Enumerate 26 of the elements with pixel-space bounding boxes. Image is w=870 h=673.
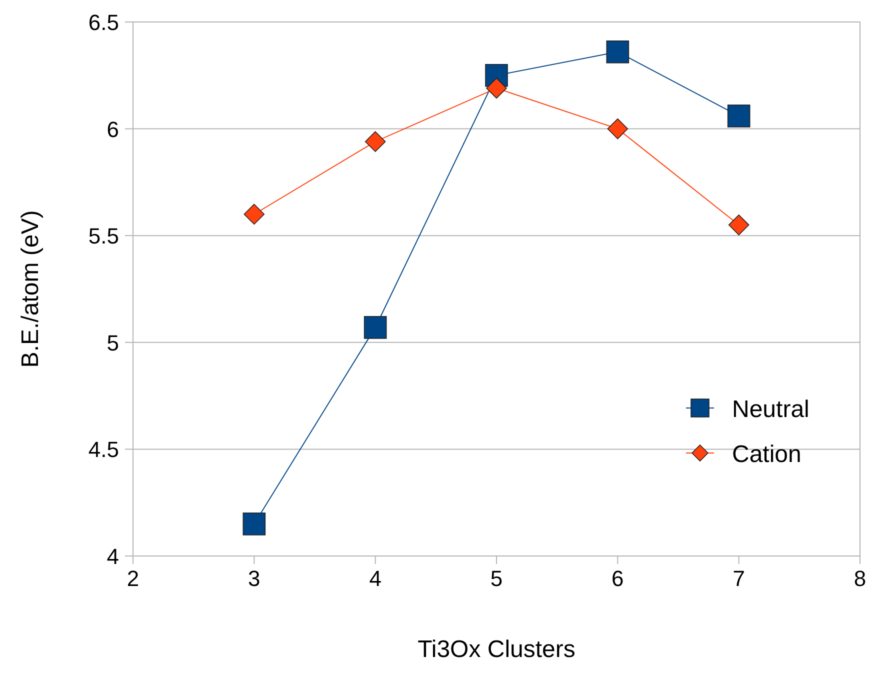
point — [727, 104, 750, 128]
point — [242, 512, 266, 536]
x-tick-label: 8 — [854, 566, 866, 591]
x-tick-label: 2 — [126, 566, 140, 591]
x-tick-label: 4 — [369, 566, 382, 591]
x-tick-label: 5 — [490, 566, 503, 591]
y-tick-label: 5.5 — [88, 224, 119, 249]
point — [606, 40, 630, 64]
x-tick-label: 6 — [612, 566, 624, 591]
point — [364, 131, 386, 152]
y-tick-label: 6 — [106, 116, 119, 142]
legend-label: Cation — [732, 441, 802, 468]
y-axis-title: B.E./atom (eV) — [17, 210, 44, 368]
y-tick-label: 5 — [106, 330, 119, 356]
y-tick-label: 4.5 — [88, 437, 119, 462]
x-tick-label: 7 — [732, 566, 745, 591]
x-tick-label: 3 — [248, 566, 260, 591]
y-tick-label: 4 — [106, 544, 119, 569]
y-tick-label: 6.5 — [88, 10, 119, 35]
point — [728, 214, 750, 236]
legend-label: Neutral — [732, 396, 810, 423]
x-axis-title: Ti3Ox Clusters — [418, 636, 576, 663]
point — [364, 316, 387, 339]
point — [244, 204, 265, 225]
point — [607, 118, 628, 140]
point — [486, 78, 507, 99]
